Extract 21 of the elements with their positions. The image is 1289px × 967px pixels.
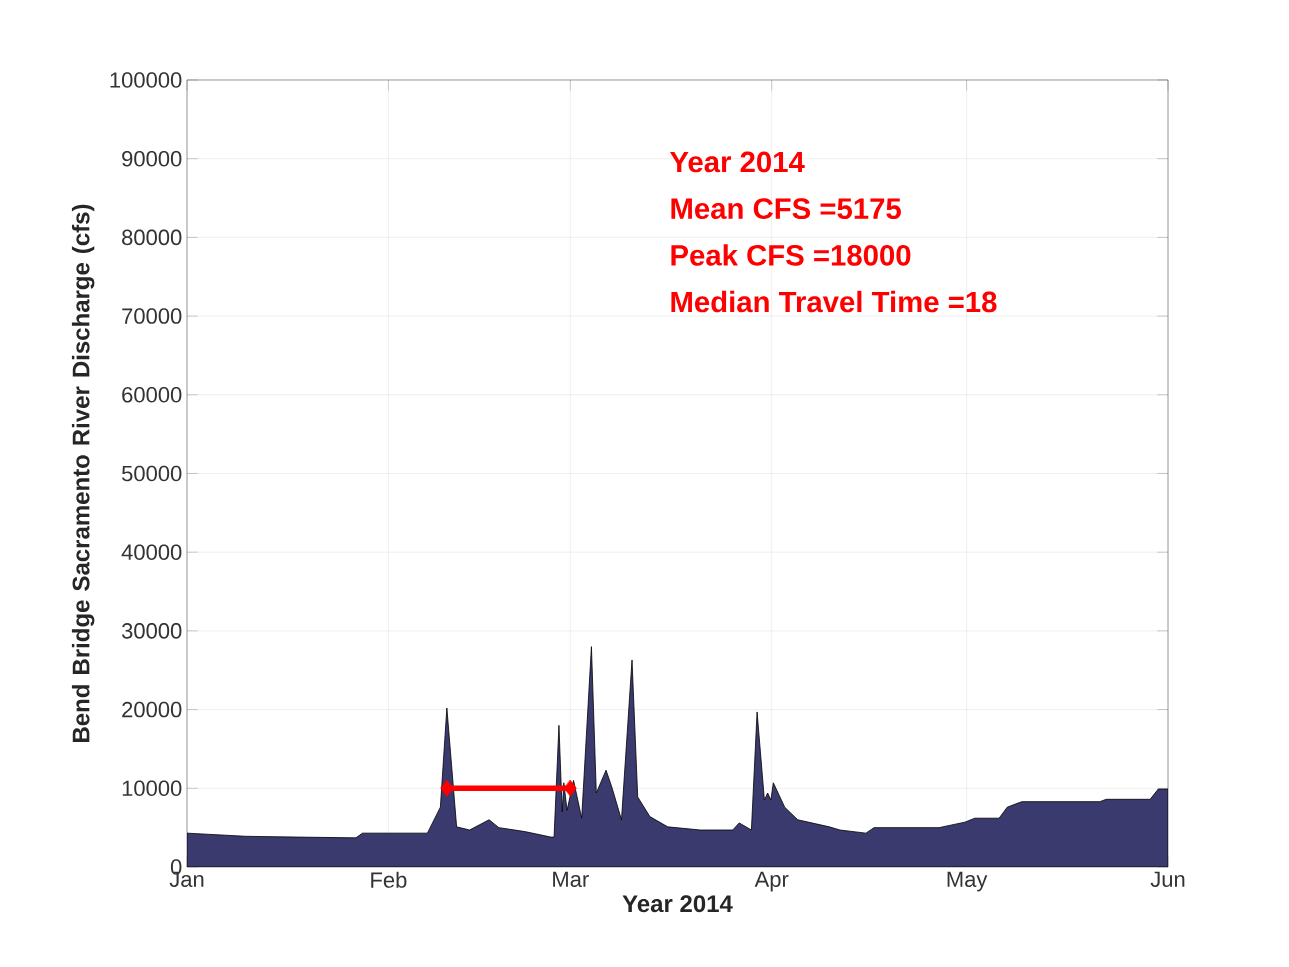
- x-tick-label: May: [947, 871, 988, 892]
- y-tick-label: 20000: [122, 701, 182, 718]
- y-tick-label: 50000: [122, 465, 182, 482]
- x-tick-label: Apr: [754, 871, 789, 892]
- y-tick-label: 40000: [121, 544, 182, 560]
- y-tick-label: 70000: [122, 308, 182, 324]
- annotation: Median Travel Time =18: [671, 290, 997, 313]
- annotation: Peak CFS =18000: [671, 244, 911, 266]
- y-tick-label: 80000: [122, 229, 182, 246]
- y-tick-label: 30000: [121, 623, 182, 639]
- x-tick-label: Mar: [553, 871, 589, 888]
- y-tick-label: 10000: [122, 780, 182, 797]
- x-axis-title: Year 2014: [622, 895, 733, 913]
- y-tick-label: 90000: [122, 150, 182, 167]
- y-tick-label: 100000: [110, 72, 182, 88]
- y-tick-label: 60000: [122, 386, 182, 403]
- annotation: Mean CFS =5175: [671, 198, 901, 220]
- y-axis-title: Bend Bridge Sacramento River Discharge (cfs): [71, 204, 95, 742]
- annotation: Year 2014: [669, 151, 805, 173]
- x-tick-label: Jun: [1150, 871, 1185, 888]
- x-tick-label: Feb: [371, 871, 407, 888]
